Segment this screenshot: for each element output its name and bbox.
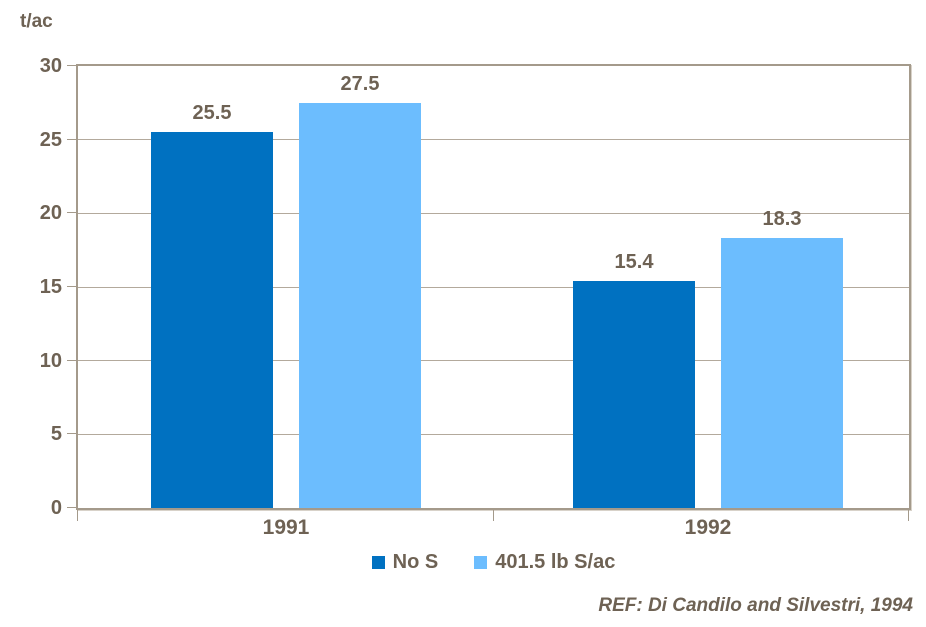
y-axis-tick <box>67 507 76 508</box>
legend-item-1: 401.5 lb S/ac <box>474 551 615 574</box>
y-axis-tick <box>67 138 76 140</box>
bar-1992-series-1 <box>721 238 843 508</box>
bar-value-label: 27.5 <box>340 72 380 95</box>
gridline-5 <box>78 433 909 435</box>
y-axis-tick-label: 5 <box>50 423 62 446</box>
y-axis-tick <box>67 286 76 287</box>
legend-label: No S <box>392 550 439 573</box>
x-axis-category-label: 1992 <box>684 516 732 539</box>
bar-value-label: 15.4 <box>614 251 654 274</box>
bar-1991-series-1 <box>299 102 421 508</box>
y-axis-tick-label: 15 <box>39 276 62 298</box>
bar-1991-series-0 <box>151 132 273 508</box>
y-axis-tick <box>67 359 76 361</box>
y-axis-tick-label: 10 <box>39 349 62 372</box>
y-axis-tick-label: 30 <box>39 55 62 77</box>
gridline-15 <box>78 286 909 288</box>
y-axis-tick-label: 25 <box>39 128 62 151</box>
y-axis-tick-label: 0 <box>50 497 62 519</box>
legend-swatch-icon <box>474 555 488 569</box>
gridline-20 <box>78 212 909 214</box>
x-axis-tick <box>492 508 494 521</box>
bar-1992-series-0 <box>573 281 695 508</box>
x-axis-category-label: 1991 <box>262 516 310 539</box>
y-axis-tick <box>67 65 76 66</box>
y-axis-tick <box>67 433 76 435</box>
x-axis-tick <box>908 508 909 521</box>
legend-label: 401.5 lb S/ac <box>495 550 616 573</box>
bar-value-label: 25.5 <box>192 102 232 125</box>
y-axis-title: t/ac <box>20 11 53 32</box>
bar-value-label: 18.3 <box>762 208 802 231</box>
legend: No S 401.5 lb S/ac <box>76 549 911 575</box>
reference-caption: REF: Di Candilo and Silvestri, 1994 <box>598 595 913 616</box>
y-axis-tick <box>67 212 76 214</box>
gridline-10 <box>78 360 909 362</box>
legend-item-0: No S <box>371 550 439 574</box>
plot-area: 25.5 27.5 15.4 18.3 <box>76 64 911 510</box>
gridline-25 <box>78 139 909 141</box>
x-axis-tick <box>77 508 78 521</box>
legend-swatch-icon <box>371 555 385 569</box>
y-axis-tick-label: 20 <box>39 202 62 225</box>
